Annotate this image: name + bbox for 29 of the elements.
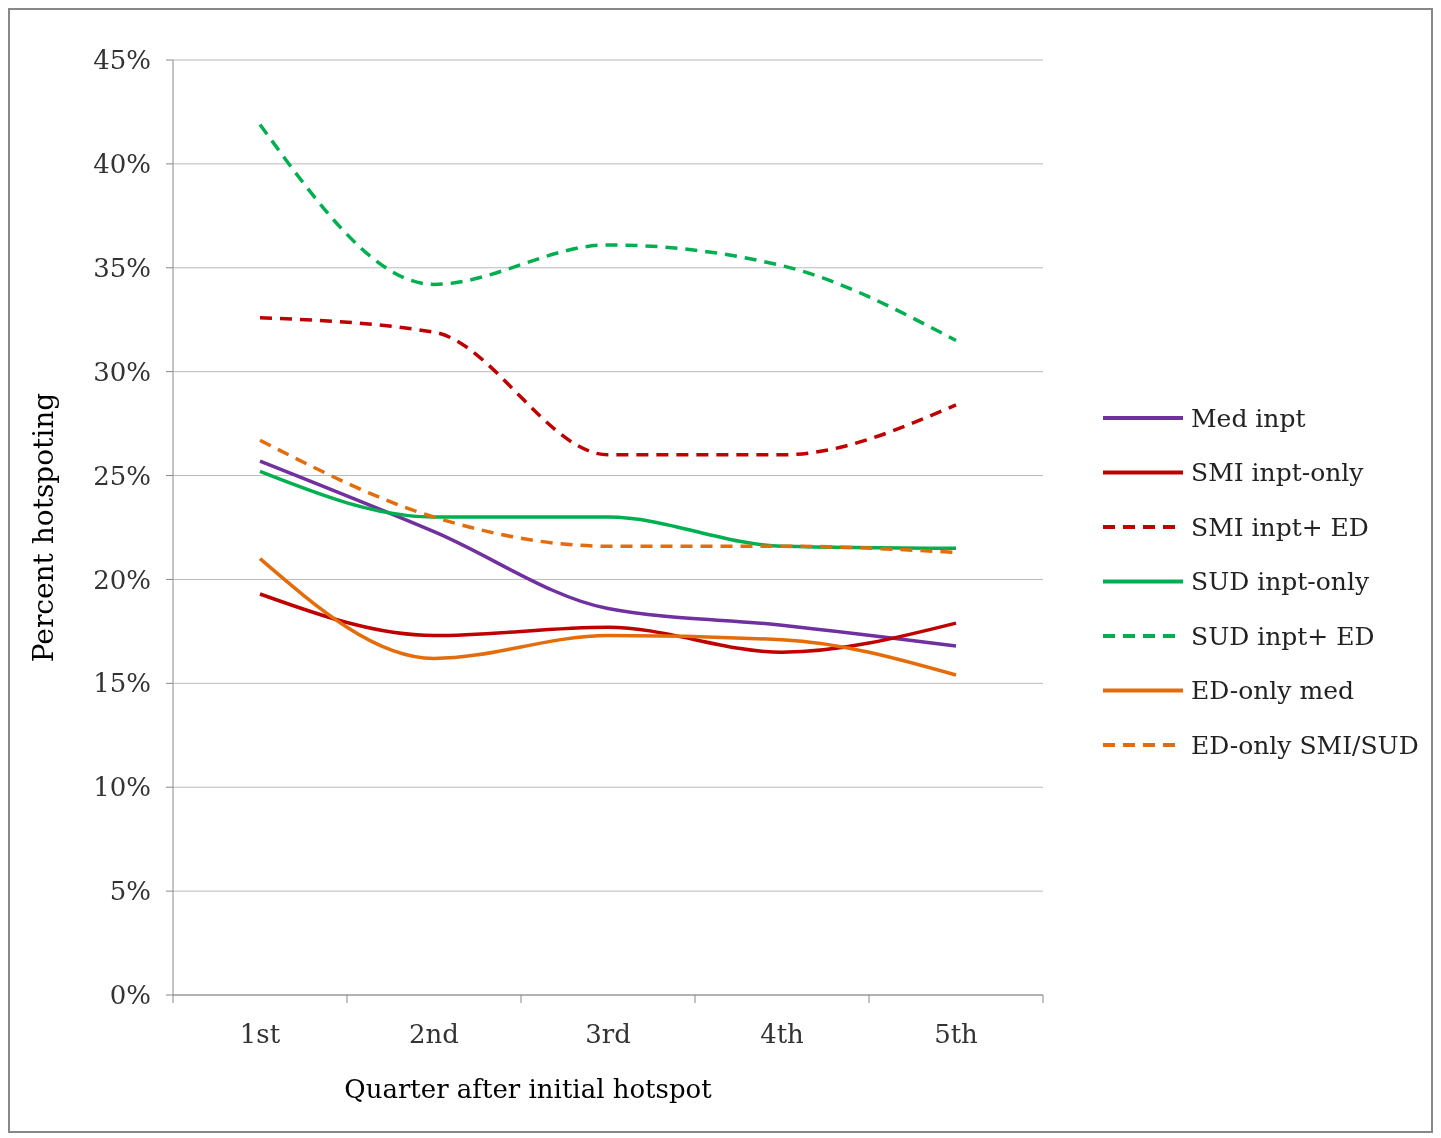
x-tick-label: 1st xyxy=(239,1019,281,1049)
line-series xyxy=(258,315,958,457)
line-series xyxy=(258,459,958,648)
legend-label: SUD inpt-only xyxy=(1191,567,1370,597)
legend-label: Med inpt xyxy=(1191,403,1306,433)
y-tick-label: 10% xyxy=(93,772,151,803)
y-tick-label: 45% xyxy=(93,45,151,76)
y-tick-label: 20% xyxy=(93,564,151,595)
x-tick-label: 4th xyxy=(760,1019,805,1049)
x-tick-label: 2nd xyxy=(409,1019,459,1049)
y-tick-label: 30% xyxy=(93,356,151,387)
y-axis-title: Percent hotspoting xyxy=(27,392,60,663)
legend-label: SMI inpt-only xyxy=(1191,458,1365,488)
y-tick-label: 40% xyxy=(93,148,151,179)
x-tick-label: 5th xyxy=(934,1019,979,1049)
x-axis-title: Quarter after initial hotspot xyxy=(344,1074,713,1104)
y-tick-label: 15% xyxy=(93,668,151,699)
legend-label: ED-only SMI/SUD xyxy=(1191,730,1419,760)
legend-label: SUD inpt+ ED xyxy=(1191,621,1375,651)
y-tick-label: 5% xyxy=(109,876,151,907)
y-tick-label: 35% xyxy=(93,252,151,283)
line-series xyxy=(258,556,958,677)
legend-label: ED-only med xyxy=(1191,676,1354,706)
y-tick-label: 25% xyxy=(93,460,151,491)
y-tick-label: 0% xyxy=(109,980,151,1011)
legend-label: SMI inpt+ ED xyxy=(1191,512,1369,542)
line-series xyxy=(258,592,958,654)
line-series xyxy=(258,122,958,343)
x-tick-label: 3rd xyxy=(585,1019,631,1049)
